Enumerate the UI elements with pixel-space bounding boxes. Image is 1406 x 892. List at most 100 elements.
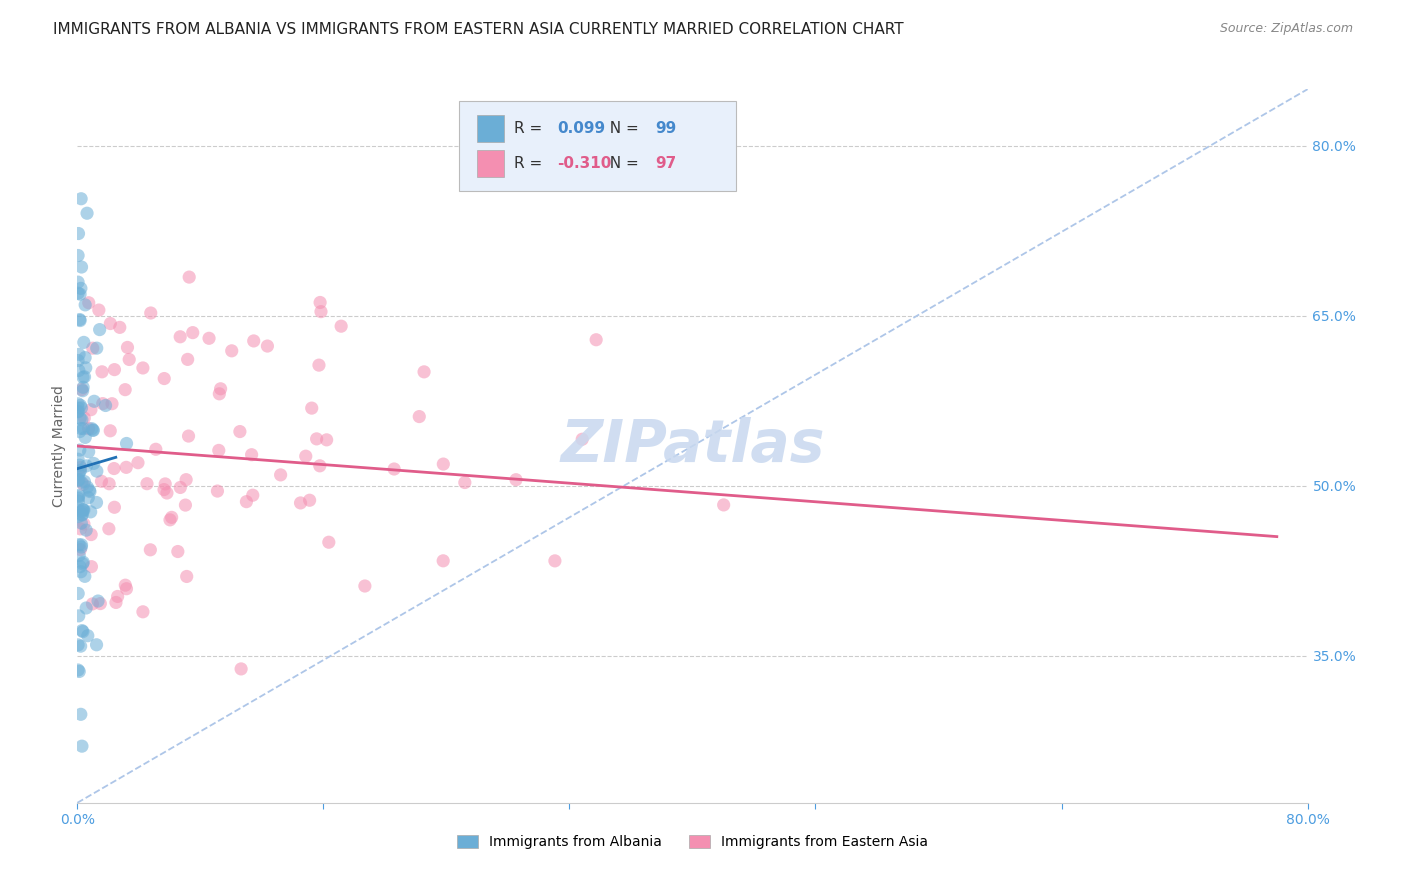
Point bbox=[67, 494, 90, 508]
Point bbox=[98, 424, 121, 438]
Point bbox=[70, 565, 93, 579]
Text: R =: R = bbox=[515, 121, 547, 136]
Point bbox=[72, 421, 94, 435]
Point bbox=[139, 542, 162, 557]
Point bbox=[256, 339, 278, 353]
Point bbox=[104, 595, 127, 609]
Point bbox=[176, 569, 198, 583]
Point bbox=[221, 343, 243, 358]
Point bbox=[76, 206, 98, 220]
Point bbox=[89, 323, 111, 337]
Point bbox=[432, 554, 454, 568]
Text: 0.099: 0.099 bbox=[557, 121, 605, 136]
Point bbox=[117, 340, 139, 354]
Point bbox=[69, 464, 91, 478]
Point bbox=[80, 422, 103, 436]
Point bbox=[67, 638, 90, 652]
Point bbox=[75, 360, 97, 375]
Point bbox=[87, 594, 110, 608]
Point bbox=[72, 502, 94, 516]
Text: IMMIGRANTS FROM ALBANIA VS IMMIGRANTS FROM EASTERN ASIA CURRENTLY MARRIED CORREL: IMMIGRANTS FROM ALBANIA VS IMMIGRANTS FR… bbox=[53, 22, 904, 37]
Point bbox=[72, 477, 94, 491]
Point bbox=[73, 475, 96, 489]
Point bbox=[72, 508, 94, 522]
Point bbox=[72, 380, 94, 394]
Point bbox=[70, 516, 93, 530]
Point bbox=[382, 462, 405, 476]
Point bbox=[67, 509, 90, 524]
Point bbox=[67, 347, 90, 361]
Point bbox=[67, 248, 90, 262]
Point bbox=[70, 538, 93, 552]
Point bbox=[181, 326, 204, 340]
Point bbox=[101, 397, 124, 411]
Point bbox=[70, 260, 93, 274]
Point bbox=[174, 473, 197, 487]
Point bbox=[240, 448, 263, 462]
Point bbox=[298, 493, 321, 508]
Point bbox=[242, 334, 264, 348]
Point bbox=[70, 624, 93, 638]
Point bbox=[160, 510, 183, 524]
Point bbox=[77, 295, 100, 310]
Point bbox=[69, 443, 91, 458]
Text: R =: R = bbox=[515, 156, 547, 171]
Point bbox=[82, 341, 104, 355]
Point bbox=[67, 467, 90, 481]
Point bbox=[72, 370, 94, 384]
Point bbox=[103, 362, 125, 376]
Point bbox=[318, 535, 340, 549]
Point bbox=[315, 433, 337, 447]
Point bbox=[69, 522, 91, 536]
Point bbox=[67, 227, 90, 241]
Point bbox=[309, 304, 332, 318]
Point bbox=[127, 456, 149, 470]
Point bbox=[305, 432, 328, 446]
Point bbox=[73, 516, 96, 531]
Point bbox=[70, 739, 93, 754]
FancyBboxPatch shape bbox=[477, 150, 505, 177]
Point bbox=[114, 578, 136, 592]
Point bbox=[242, 488, 264, 502]
Point bbox=[69, 312, 91, 326]
Point bbox=[70, 540, 93, 554]
Point bbox=[91, 365, 114, 379]
Point bbox=[294, 449, 316, 463]
Point bbox=[69, 398, 91, 412]
Point bbox=[308, 458, 330, 473]
Point bbox=[83, 394, 105, 409]
Point bbox=[67, 586, 90, 600]
Point bbox=[209, 382, 232, 396]
Point bbox=[713, 498, 735, 512]
Point bbox=[76, 458, 98, 473]
Point bbox=[69, 463, 91, 477]
Point bbox=[505, 473, 527, 487]
Y-axis label: Currently Married: Currently Married bbox=[52, 385, 66, 507]
Point bbox=[67, 504, 90, 518]
Point bbox=[67, 473, 90, 487]
Point bbox=[169, 480, 191, 494]
Point bbox=[115, 436, 138, 450]
Point bbox=[75, 351, 97, 365]
Point bbox=[354, 579, 377, 593]
Point bbox=[70, 508, 93, 522]
Point bbox=[90, 475, 112, 489]
Text: Source: ZipAtlas.com: Source: ZipAtlas.com bbox=[1219, 22, 1353, 36]
Point bbox=[413, 365, 436, 379]
Point bbox=[330, 319, 353, 334]
Point bbox=[73, 569, 96, 583]
Point bbox=[115, 460, 138, 475]
Text: N =: N = bbox=[600, 156, 644, 171]
Point bbox=[145, 442, 167, 457]
FancyBboxPatch shape bbox=[458, 102, 735, 191]
Point bbox=[169, 330, 191, 344]
Point bbox=[72, 502, 94, 516]
Point bbox=[207, 484, 229, 499]
Text: 99: 99 bbox=[655, 121, 676, 136]
Point bbox=[156, 486, 179, 500]
Point bbox=[91, 397, 114, 411]
Point bbox=[70, 383, 93, 397]
Point bbox=[80, 559, 103, 574]
Point bbox=[80, 527, 103, 541]
Point bbox=[132, 361, 155, 376]
